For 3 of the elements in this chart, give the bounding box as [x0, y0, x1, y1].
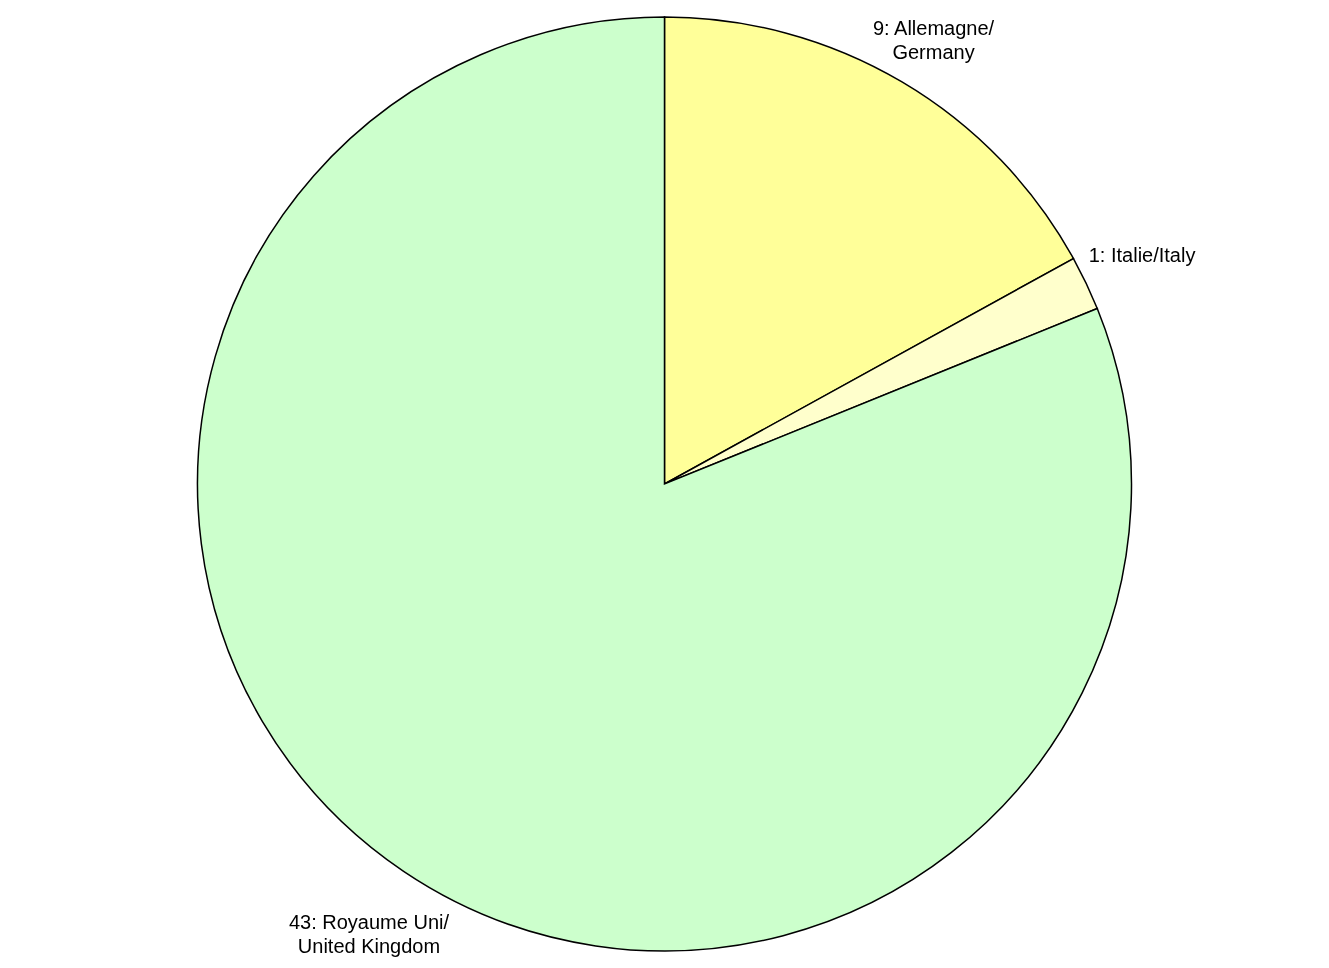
- slice-label: 1: Italie/Italy: [1088, 244, 1196, 267]
- slice-label: 43: Royaume Uni/ United Kingdom: [288, 910, 450, 957]
- slice-label: 9: Allemagne/ Germany: [872, 16, 995, 63]
